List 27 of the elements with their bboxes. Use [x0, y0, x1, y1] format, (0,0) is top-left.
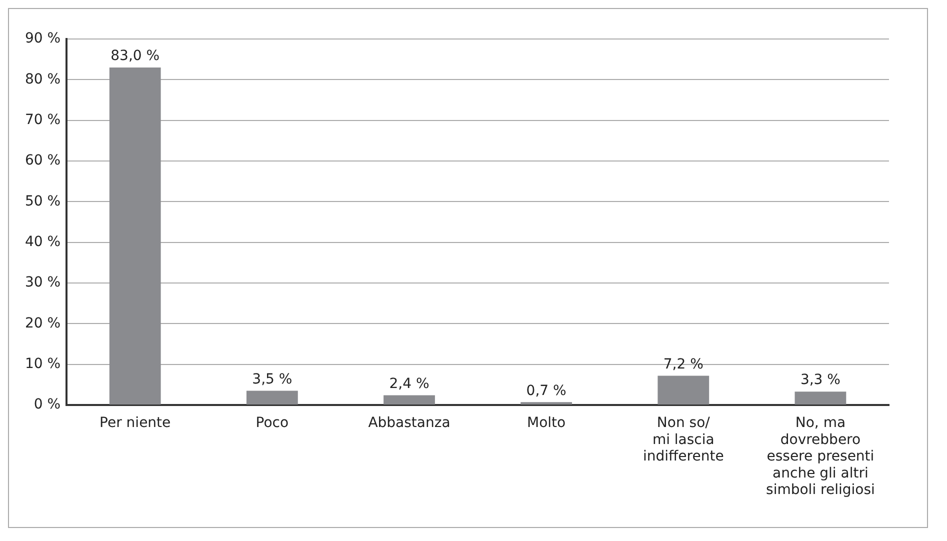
- y-tick-label: 40 %: [24, 234, 61, 250]
- data-label: 2,4 %: [389, 376, 430, 392]
- data-label: 3,5 %: [252, 371, 292, 388]
- y-tick-label: 20 %: [24, 315, 61, 332]
- bar: [246, 390, 298, 404]
- y-tick-label: 90 %: [24, 30, 61, 47]
- bar: [658, 376, 710, 404]
- x-tick-label: No, ma dovrebbero essere presenti anche gli altri simboli religiosi: [766, 415, 875, 498]
- y-tick-label: 0 %: [34, 396, 61, 413]
- y-tick-label: 10 %: [24, 356, 61, 372]
- x-tick-label: Molto: [527, 415, 566, 432]
- y-tick-label: 50 %: [24, 193, 61, 210]
- x-tick-label: Non so/ mi lascia indifferente: [642, 415, 724, 465]
- data-label: 0,7 %: [526, 382, 566, 399]
- data-label: 7,2 %: [663, 356, 704, 372]
- x-tick-label: Poco: [256, 415, 289, 432]
- bar: [384, 395, 435, 404]
- bar: [109, 67, 161, 404]
- y-tick-label: 80 %: [24, 71, 61, 88]
- y-tick-label: 60 %: [24, 152, 61, 169]
- data-label: 3,3 %: [800, 372, 840, 388]
- y-tick-label: 30 %: [24, 274, 61, 291]
- y-tick-label: 70 %: [24, 112, 61, 128]
- x-tick-label: Abbastanza: [368, 415, 450, 432]
- data-label: 83,0 %: [110, 48, 160, 64]
- bar: [794, 392, 846, 404]
- x-tick-label: Per niente: [100, 415, 171, 432]
